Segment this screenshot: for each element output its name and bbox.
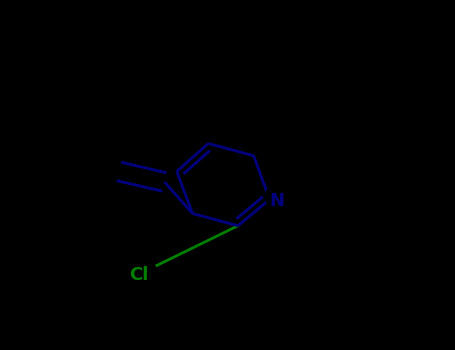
Text: N: N — [269, 192, 284, 210]
Text: Cl: Cl — [130, 266, 149, 284]
